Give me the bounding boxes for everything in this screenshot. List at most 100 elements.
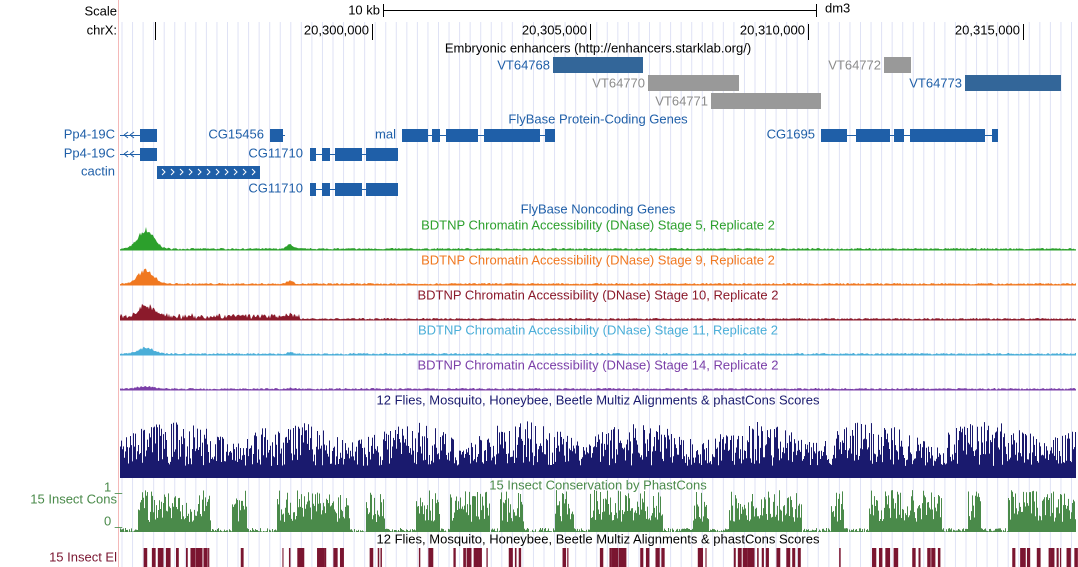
element <box>165 548 171 567</box>
track-label: 15 Insect Cons <box>30 491 117 506</box>
element <box>185 548 188 567</box>
exon <box>545 129 555 142</box>
enhancer-label: VT64773 <box>909 75 962 90</box>
track-title: 15 Insect Conservation by PhastCons <box>489 477 707 492</box>
gene-label: CG11710 <box>248 180 303 195</box>
enhancer <box>884 57 911 73</box>
element <box>478 548 482 567</box>
strand <box>215 168 220 176</box>
element <box>208 548 210 567</box>
scale-bar <box>155 4 1024 40</box>
track-label: 15 Insect El <box>49 549 117 564</box>
element <box>765 548 769 567</box>
element <box>1050 548 1055 567</box>
element <box>463 548 466 567</box>
track-title: BDTNP Chromatin Accessibility (DNase) St… <box>417 357 778 372</box>
track-title: BDTNP Chromatin Accessibility (DNase) St… <box>417 287 778 302</box>
signal <box>120 385 1076 390</box>
element <box>747 548 751 567</box>
enhancer <box>965 75 1061 91</box>
element <box>757 548 759 567</box>
gene <box>821 129 998 142</box>
element <box>618 548 624 567</box>
axis-label: 1 _ <box>104 479 123 494</box>
element <box>418 548 421 567</box>
element <box>339 548 344 567</box>
enhancer-label: VT64770 <box>592 75 645 90</box>
element <box>640 548 644 567</box>
signal <box>120 303 1076 320</box>
strand <box>161 168 166 176</box>
element <box>288 548 291 567</box>
element <box>473 548 479 567</box>
element <box>931 548 935 567</box>
element <box>1066 548 1071 567</box>
element <box>428 548 434 567</box>
gene <box>270 129 285 142</box>
element <box>1056 548 1059 567</box>
track-title: FlyBase Protein-Coding Genes <box>508 111 688 126</box>
element <box>705 548 707 567</box>
element <box>927 548 931 567</box>
element <box>622 548 627 567</box>
element <box>895 548 899 567</box>
element <box>518 548 522 567</box>
element <box>1020 548 1024 567</box>
gene-label: CG1695 <box>767 126 815 141</box>
strand <box>123 131 135 139</box>
strand <box>206 168 211 176</box>
element <box>453 548 456 567</box>
element <box>697 548 703 567</box>
track-title: 12 Flies, Mosquito, Honeybee, Beetle Mul… <box>377 531 820 546</box>
track-title: Embryonic enhancers (http://enhancers.st… <box>445 40 751 55</box>
element <box>1023 548 1026 567</box>
strand <box>170 168 175 176</box>
enhancer <box>711 93 821 109</box>
element <box>786 548 791 567</box>
exon <box>140 129 157 142</box>
element <box>299 548 305 567</box>
element <box>615 548 619 567</box>
conservation-signal <box>120 421 1076 478</box>
position: 20,300,000 <box>304 22 369 37</box>
element <box>324 548 327 567</box>
element <box>203 548 208 567</box>
strand <box>197 168 202 176</box>
phastcons-signal <box>120 490 1076 532</box>
element <box>885 548 891 567</box>
element <box>1026 548 1031 567</box>
enhancer-label: VT64768 <box>497 57 550 72</box>
strand <box>179 168 184 176</box>
element <box>567 548 569 567</box>
element <box>878 548 883 567</box>
exon <box>310 148 316 161</box>
exon <box>270 129 283 142</box>
element <box>514 548 517 567</box>
exon <box>366 183 398 196</box>
scale-size: 10 kb <box>348 2 380 17</box>
position: 20,305,000 <box>522 22 587 37</box>
gene-label: Pp4-19C <box>64 126 115 141</box>
exon <box>335 148 362 161</box>
exon <box>432 129 440 142</box>
element <box>1074 548 1078 567</box>
strand <box>123 150 135 158</box>
element <box>377 548 380 567</box>
exon <box>894 129 904 142</box>
track-title: BDTNP Chromatin Accessibility (DNase) St… <box>421 252 775 267</box>
element <box>776 548 781 567</box>
axis-label: 0 _ <box>104 513 123 528</box>
element <box>161 548 164 567</box>
element <box>240 548 244 567</box>
exon <box>992 129 998 142</box>
element <box>297 548 301 567</box>
element <box>143 548 148 567</box>
gene <box>310 183 398 196</box>
element <box>918 548 921 567</box>
chrom-label: chrX: <box>87 22 117 37</box>
element <box>190 548 196 567</box>
element <box>562 548 567 567</box>
gene-label: mal <box>375 126 396 141</box>
element <box>733 548 736 567</box>
strand <box>242 168 247 176</box>
